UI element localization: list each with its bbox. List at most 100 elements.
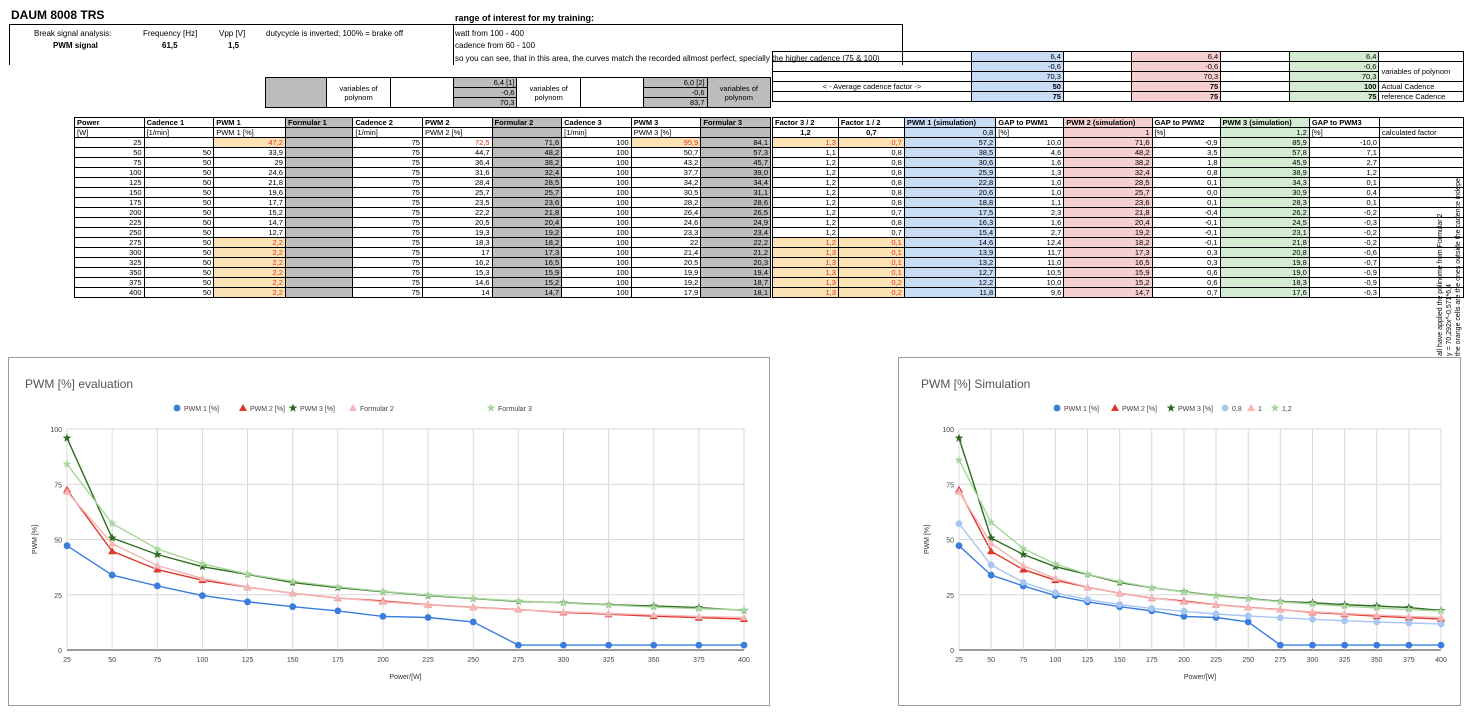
table-cell: 0,2 bbox=[837, 287, 905, 298]
table-cell bbox=[1378, 197, 1465, 208]
table-cell: 14,7 bbox=[1063, 287, 1153, 298]
col-unit: PWM 3 [%] bbox=[630, 127, 702, 138]
col-header: PWM 2 bbox=[421, 117, 493, 128]
table-cell bbox=[1378, 257, 1465, 268]
table-cell: 275 bbox=[74, 237, 145, 248]
table-cell: 0,3 bbox=[1151, 247, 1221, 258]
table-cell: 14 bbox=[421, 287, 493, 298]
table-cell bbox=[284, 197, 354, 208]
data-point bbox=[62, 433, 72, 442]
table-cell: 75 bbox=[352, 277, 423, 288]
x-tick-label: 275 bbox=[512, 657, 524, 664]
table-cell: 75 bbox=[352, 267, 423, 278]
series-line bbox=[66, 463, 745, 611]
table-cell: 23,6 bbox=[491, 197, 563, 208]
legend-label: PWM 3 [%] bbox=[1178, 406, 1213, 413]
table-cell: 350 bbox=[74, 267, 145, 278]
y-tick-label: 100 bbox=[942, 427, 954, 434]
table-cell: 0,1 bbox=[1308, 197, 1380, 208]
table-cell: 30,9 bbox=[1219, 187, 1310, 198]
table-cell: 1,0 bbox=[995, 187, 1065, 198]
data-point bbox=[1276, 597, 1285, 606]
table-cell: 18,3 bbox=[1219, 277, 1310, 288]
table-cell: 26,4 bbox=[630, 207, 702, 218]
table-cell: 12,7 bbox=[213, 227, 286, 238]
pwm-signal-label: PWM signal bbox=[53, 41, 98, 50]
table-cell: 3,5 bbox=[1151, 147, 1221, 158]
table-cell bbox=[1378, 187, 1465, 198]
table-cell: 7,1 bbox=[1308, 147, 1380, 158]
table-cell: 29 bbox=[213, 157, 286, 168]
table-cell: 50 bbox=[143, 157, 215, 168]
data-point bbox=[333, 593, 342, 601]
table-cell: 18,1 bbox=[700, 287, 771, 298]
table-cell: 12,4 bbox=[995, 237, 1065, 248]
data-point bbox=[1309, 615, 1316, 623]
vars-polynom-label-right: variables of polynom bbox=[1378, 61, 1464, 82]
table-cell: 50 bbox=[143, 187, 215, 198]
sim3-ref-cadence: 75 bbox=[1288, 91, 1380, 102]
x-tick-label: 250 bbox=[1242, 657, 1254, 664]
table-cell: 2,2 bbox=[213, 287, 286, 298]
data-point bbox=[289, 603, 297, 611]
table-cell: 1,3 bbox=[772, 267, 839, 278]
table-cell: 18,2 bbox=[1063, 237, 1153, 248]
table-cell: 18,8 bbox=[903, 197, 997, 208]
data-point bbox=[423, 590, 433, 599]
polynom-header-right: 6,4 6,4 6,4 -0,6 -0,6 -0,6 variables of polyn… bbox=[772, 51, 1464, 102]
table-cell: 23,5 bbox=[421, 197, 493, 208]
dutycycle-note: dutycycle is inverted; 100% = brake off bbox=[266, 29, 404, 38]
table-cell bbox=[143, 137, 215, 148]
table-cell: 100 bbox=[561, 137, 632, 148]
x-tick-label: 125 bbox=[242, 657, 254, 664]
table-cell: 24,6 bbox=[213, 167, 286, 178]
col-header: PWM 3 (simulation) bbox=[1219, 117, 1310, 128]
data-point bbox=[424, 600, 433, 608]
data-point bbox=[1309, 641, 1316, 649]
data-point bbox=[1212, 600, 1221, 608]
data-point bbox=[1276, 614, 1284, 622]
sim3-actual-cadence: 100 bbox=[1288, 81, 1380, 92]
table-cell: 18,3 bbox=[421, 237, 493, 248]
table-cell: 1,2 bbox=[772, 207, 839, 218]
table-cell: 100 bbox=[561, 177, 632, 188]
table-cell: 21,8 bbox=[1219, 237, 1310, 248]
x-tick-label: 400 bbox=[738, 657, 750, 664]
table-cell: 0,2 bbox=[837, 277, 905, 288]
table-cell: 50 bbox=[143, 267, 215, 278]
table-cell: 100 bbox=[561, 217, 632, 228]
data-point bbox=[1019, 544, 1028, 553]
data-point bbox=[1244, 612, 1252, 620]
empty-poly-cell-2 bbox=[579, 77, 645, 108]
table-cell: 50 bbox=[143, 167, 215, 178]
table-row: 300 50 2,2 75 17 17,3 100 21,4 21,2 bbox=[74, 247, 771, 258]
frequency-label: Frequency [Hz] bbox=[143, 29, 198, 38]
col-header: Cadence 2 bbox=[352, 117, 423, 128]
table-cell: 100 bbox=[561, 187, 632, 198]
vpp-value: 1,5 bbox=[228, 41, 240, 50]
table-cell: 33,9 bbox=[213, 147, 286, 158]
y-tick-label: 0 bbox=[58, 648, 62, 655]
legend-marker bbox=[1111, 404, 1119, 411]
table-cell: 26,5 bbox=[700, 207, 771, 218]
range-title: range of interest for my training: bbox=[455, 13, 595, 23]
table-cell: 22,2 bbox=[700, 237, 771, 248]
table-cell: 325 bbox=[74, 257, 145, 268]
col-header: Cadence 1 bbox=[143, 117, 215, 128]
table-cell: 75 bbox=[352, 147, 423, 158]
table-cell: 50 bbox=[143, 227, 215, 238]
table-row: 25 47,2 75 72,5 71,6 100 95,9 84,1 bbox=[74, 137, 771, 148]
legend-label: PWM 1 [%] bbox=[1064, 406, 1099, 413]
table-cell bbox=[1378, 287, 1465, 298]
data-point bbox=[107, 518, 117, 527]
table-cell: 1,2 bbox=[772, 217, 839, 228]
table-cell: 17,9 bbox=[630, 287, 702, 298]
col-unit bbox=[284, 127, 354, 138]
chart-simulation: PWM [%] Simulation 0 25 50 75 100 25 50 75 100 12… bbox=[898, 357, 1461, 706]
table-cell: 20,4 bbox=[491, 217, 563, 228]
table-cell bbox=[284, 277, 354, 288]
range-note: so you can see, that in this area, the c… bbox=[455, 54, 880, 63]
series-line bbox=[958, 489, 1442, 620]
table-cell: 400 bbox=[74, 287, 145, 298]
sim2-ref-cadence: 75 bbox=[1131, 91, 1222, 102]
